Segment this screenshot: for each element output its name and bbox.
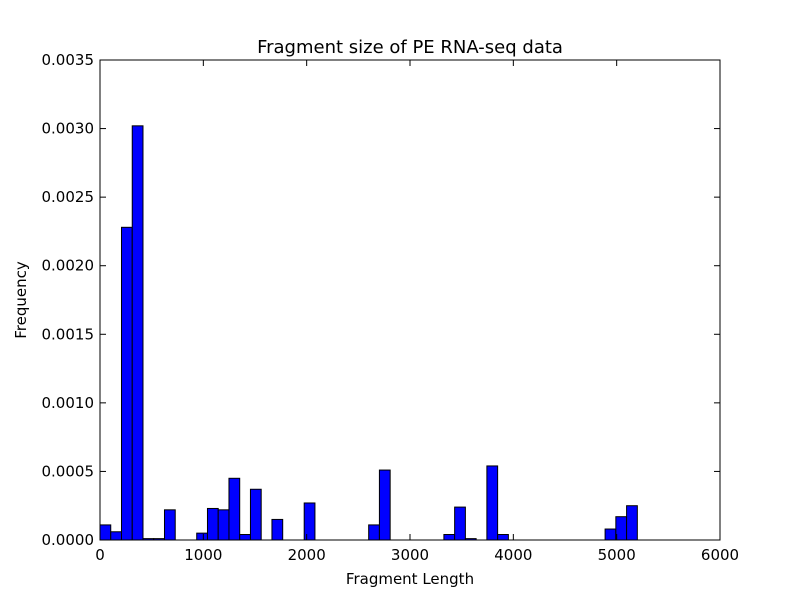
y-tick-label: 0.0025 (42, 188, 95, 206)
histogram-bar (497, 534, 509, 541)
histogram-bar (206, 507, 219, 541)
histogram-bar (615, 516, 628, 541)
histogram-bar (454, 506, 466, 541)
histogram-bar (368, 524, 380, 541)
histogram-bar (239, 534, 251, 541)
histogram-bar (196, 532, 208, 541)
y-tick-label: 0.0000 (42, 531, 95, 549)
histogram-bar (131, 125, 144, 541)
histogram-bar (271, 518, 284, 541)
x-tick-label: 5000 (598, 546, 636, 564)
x-tick-label: 6000 (701, 546, 739, 564)
histogram-bar (604, 528, 617, 541)
histogram-bar (443, 534, 456, 541)
x-tick-label: 4000 (494, 546, 532, 564)
histogram-bar (228, 477, 241, 541)
y-tick-label: 0.0010 (42, 394, 95, 412)
histogram-bar (110, 531, 122, 541)
histogram-bar (626, 505, 638, 541)
histogram-bar (99, 524, 112, 541)
y-tick-label: 0.0005 (42, 462, 95, 480)
histogram-bar (378, 469, 391, 541)
histogram-bar (486, 465, 499, 541)
histogram-bar (120, 226, 133, 541)
x-axis-title: Fragment Length (346, 570, 474, 588)
x-tick-label: 3000 (391, 546, 429, 564)
y-tick-label: 0.0035 (42, 51, 95, 69)
plot-frame (99, 59, 721, 541)
y-axis-title: Frequency (12, 261, 30, 339)
ticks-group: 0 1000 2000 3000 4000 5000 6000 0.0000 0.0005 0.0… (42, 51, 740, 564)
x-tick-label: 2000 (288, 546, 326, 564)
histogram-bar (249, 488, 262, 541)
x-tick-label: 1000 (184, 546, 222, 564)
y-tick-label: 0.0020 (42, 257, 95, 275)
y-tick-label: 0.0015 (42, 325, 95, 343)
x-tick-label: 0 (95, 546, 105, 564)
histogram-bar (303, 502, 316, 541)
histogram-bar (163, 509, 176, 541)
histogram-bar (217, 509, 230, 541)
chart-title: Fragment size of PE RNA-seq data (257, 37, 563, 58)
bars-group (99, 125, 638, 541)
y-tick-label: 0.0030 (42, 120, 95, 138)
